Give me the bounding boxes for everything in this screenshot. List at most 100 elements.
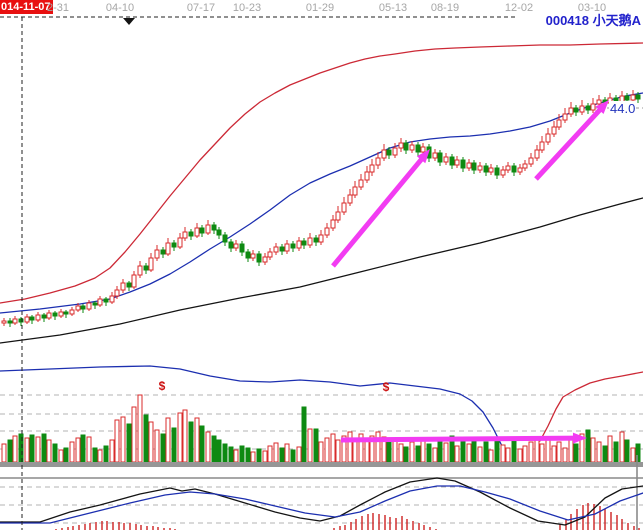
volume-bar xyxy=(596,441,602,463)
volume-bar xyxy=(148,421,154,463)
candle-body xyxy=(313,237,319,243)
candle-body xyxy=(511,165,517,173)
volume-bar xyxy=(517,448,523,463)
volume-bar xyxy=(194,417,200,463)
candle-body xyxy=(364,171,370,181)
candle-body xyxy=(284,243,290,252)
volume-bar xyxy=(613,441,619,463)
candle-body xyxy=(494,167,500,176)
candle-body xyxy=(562,113,568,121)
volume-bar xyxy=(216,439,222,463)
candle-body xyxy=(301,240,307,246)
candle-body xyxy=(585,105,591,111)
volume-bar xyxy=(245,447,251,463)
volume-bar xyxy=(398,443,404,463)
crosshair-date-badge: 014-11-07 xyxy=(0,0,53,14)
volume-bar xyxy=(267,445,273,463)
candle-body xyxy=(307,237,313,246)
date-axis-label: 05-13 xyxy=(378,2,408,14)
volume-bar xyxy=(488,449,494,463)
candle-body xyxy=(579,105,585,113)
candle-body xyxy=(63,311,69,315)
candle-body xyxy=(143,265,149,271)
volume-bar xyxy=(624,439,630,463)
candle-body xyxy=(545,133,551,143)
candle-body xyxy=(443,156,449,163)
volume-bar xyxy=(177,412,183,463)
candle-body xyxy=(500,169,506,176)
candle-body xyxy=(449,156,455,166)
trend-arrow-1 xyxy=(331,154,427,268)
volume-bar xyxy=(386,441,392,463)
volume-flat-arrow xyxy=(340,435,579,443)
trend-arrow-2 xyxy=(534,104,605,181)
candle-body xyxy=(477,165,483,171)
trend-arrow-2-head xyxy=(595,100,609,115)
candle-body xyxy=(114,289,120,297)
candle-body xyxy=(148,257,154,271)
candle-body xyxy=(222,234,228,243)
candle-body xyxy=(369,164,375,173)
candle-body xyxy=(505,165,511,171)
volume-bar xyxy=(545,439,551,463)
date-axis-label: 04-10 xyxy=(105,2,135,14)
candle-body xyxy=(86,302,92,310)
middle-blue-band xyxy=(0,92,643,314)
candle-body xyxy=(528,157,534,165)
volume-bar xyxy=(330,433,336,463)
candle-body xyxy=(58,311,64,317)
volume-bar xyxy=(426,443,432,463)
candle-body xyxy=(568,107,574,115)
candle-body xyxy=(290,243,296,249)
volume-bar xyxy=(58,449,64,463)
volume-bar xyxy=(443,442,449,463)
candle-body xyxy=(381,149,387,159)
candle-body xyxy=(199,227,205,234)
candle-body xyxy=(92,302,98,306)
candle-body xyxy=(335,211,341,221)
candle-body xyxy=(250,253,256,259)
dollar-event-icon: $ xyxy=(158,379,166,393)
candle-body xyxy=(590,103,596,111)
volume-bar xyxy=(256,448,262,463)
candle-body xyxy=(420,146,426,153)
volume-bar xyxy=(568,436,574,463)
candle-body xyxy=(352,186,358,196)
stock-title: 000418 小天鹅A xyxy=(545,13,641,28)
volume-bar xyxy=(109,439,115,463)
candle-body xyxy=(160,249,166,255)
volume-bar xyxy=(7,439,13,463)
volume-bar xyxy=(318,441,324,463)
volume-bar xyxy=(466,443,472,463)
candle-body xyxy=(165,242,171,255)
candle-body xyxy=(205,224,211,234)
candle-body xyxy=(341,202,347,213)
candle-body xyxy=(318,234,324,243)
lower-blue-band xyxy=(0,365,509,459)
candle-body xyxy=(171,242,177,248)
volume-baseline-strip xyxy=(0,462,643,467)
candle-body xyxy=(18,318,24,323)
candle-body xyxy=(267,251,273,258)
volume-bar xyxy=(154,429,160,463)
volume-bar xyxy=(103,445,109,463)
volume-bar xyxy=(171,427,177,463)
candle-body xyxy=(398,142,404,149)
volume-bar xyxy=(165,417,171,463)
volume-bar xyxy=(250,451,256,463)
volume-bar xyxy=(602,445,608,463)
volume-bar xyxy=(131,406,137,463)
candle-body xyxy=(630,94,636,101)
volume-bar xyxy=(432,447,438,463)
candle-body xyxy=(97,298,103,306)
date-axis-label: 03-10 xyxy=(577,2,607,14)
candle-body xyxy=(154,249,160,259)
candle-body xyxy=(573,107,579,113)
volume-bar xyxy=(460,439,466,463)
volume-bar xyxy=(24,437,30,463)
volume-bar xyxy=(500,444,506,463)
candle-body xyxy=(386,149,392,156)
candle-body xyxy=(324,227,330,236)
